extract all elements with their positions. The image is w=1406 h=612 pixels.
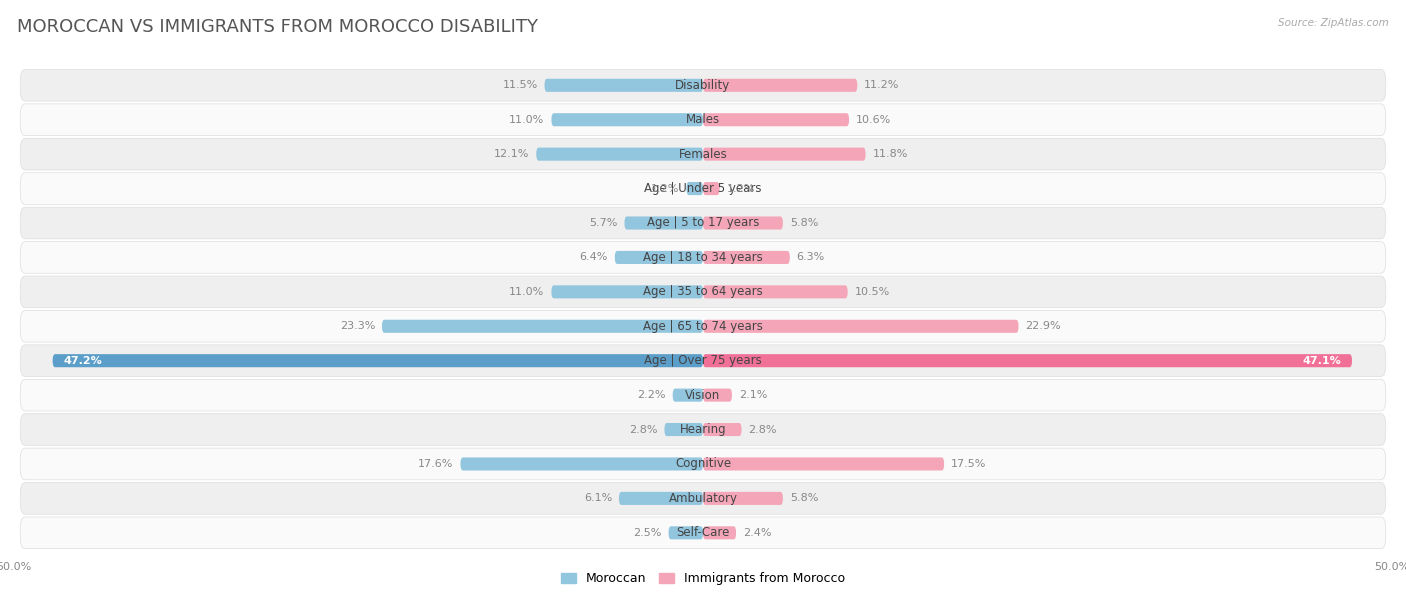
- Text: Age | 65 to 74 years: Age | 65 to 74 years: [643, 320, 763, 333]
- Text: Self-Care: Self-Care: [676, 526, 730, 539]
- Text: 22.9%: 22.9%: [1025, 321, 1062, 331]
- Text: 5.8%: 5.8%: [790, 218, 818, 228]
- FancyBboxPatch shape: [20, 242, 1386, 273]
- FancyBboxPatch shape: [703, 354, 1353, 367]
- Text: 2.4%: 2.4%: [742, 528, 772, 538]
- Text: Age | Under 5 years: Age | Under 5 years: [644, 182, 762, 195]
- Text: 10.5%: 10.5%: [855, 287, 890, 297]
- FancyBboxPatch shape: [672, 389, 703, 401]
- Text: Age | 35 to 64 years: Age | 35 to 64 years: [643, 285, 763, 298]
- FancyBboxPatch shape: [703, 389, 733, 401]
- Text: 47.1%: 47.1%: [1302, 356, 1341, 366]
- Text: 11.8%: 11.8%: [873, 149, 908, 159]
- FancyBboxPatch shape: [703, 319, 1018, 333]
- FancyBboxPatch shape: [20, 379, 1386, 411]
- Text: 47.2%: 47.2%: [63, 356, 103, 366]
- FancyBboxPatch shape: [536, 147, 703, 161]
- Text: 6.1%: 6.1%: [583, 493, 612, 504]
- FancyBboxPatch shape: [20, 517, 1386, 549]
- FancyBboxPatch shape: [624, 217, 703, 230]
- FancyBboxPatch shape: [665, 423, 703, 436]
- Text: 1.2%: 1.2%: [651, 184, 679, 193]
- FancyBboxPatch shape: [614, 251, 703, 264]
- FancyBboxPatch shape: [703, 526, 737, 539]
- Text: 2.8%: 2.8%: [748, 425, 778, 435]
- FancyBboxPatch shape: [703, 79, 858, 92]
- Text: 2.1%: 2.1%: [738, 390, 768, 400]
- Text: 11.0%: 11.0%: [509, 287, 544, 297]
- FancyBboxPatch shape: [461, 457, 703, 471]
- FancyBboxPatch shape: [544, 79, 703, 92]
- FancyBboxPatch shape: [20, 310, 1386, 342]
- FancyBboxPatch shape: [703, 217, 783, 230]
- Text: 23.3%: 23.3%: [340, 321, 375, 331]
- FancyBboxPatch shape: [20, 414, 1386, 446]
- FancyBboxPatch shape: [686, 182, 703, 195]
- Text: Ambulatory: Ambulatory: [668, 492, 738, 505]
- FancyBboxPatch shape: [20, 276, 1386, 308]
- FancyBboxPatch shape: [20, 482, 1386, 514]
- FancyBboxPatch shape: [20, 69, 1386, 101]
- FancyBboxPatch shape: [703, 182, 720, 195]
- Text: 11.5%: 11.5%: [502, 80, 537, 91]
- Text: 1.2%: 1.2%: [727, 184, 755, 193]
- Text: 2.2%: 2.2%: [637, 390, 666, 400]
- Text: 17.5%: 17.5%: [950, 459, 987, 469]
- Text: 5.8%: 5.8%: [790, 493, 818, 504]
- FancyBboxPatch shape: [20, 345, 1386, 376]
- Text: 6.3%: 6.3%: [797, 252, 825, 263]
- FancyBboxPatch shape: [619, 492, 703, 505]
- FancyBboxPatch shape: [703, 113, 849, 126]
- Text: 5.7%: 5.7%: [589, 218, 617, 228]
- Text: Age | Over 75 years: Age | Over 75 years: [644, 354, 762, 367]
- FancyBboxPatch shape: [20, 138, 1386, 170]
- Text: 2.8%: 2.8%: [628, 425, 658, 435]
- FancyBboxPatch shape: [551, 285, 703, 299]
- Text: Vision: Vision: [685, 389, 721, 401]
- Text: 11.2%: 11.2%: [865, 80, 900, 91]
- Text: 11.0%: 11.0%: [509, 114, 544, 125]
- FancyBboxPatch shape: [703, 423, 741, 436]
- FancyBboxPatch shape: [551, 113, 703, 126]
- Text: MOROCCAN VS IMMIGRANTS FROM MOROCCO DISABILITY: MOROCCAN VS IMMIGRANTS FROM MOROCCO DISA…: [17, 18, 538, 36]
- FancyBboxPatch shape: [20, 104, 1386, 135]
- Legend: Moroccan, Immigrants from Morocco: Moroccan, Immigrants from Morocco: [555, 567, 851, 591]
- Text: Cognitive: Cognitive: [675, 458, 731, 471]
- Text: 17.6%: 17.6%: [418, 459, 454, 469]
- Text: Hearing: Hearing: [679, 423, 727, 436]
- FancyBboxPatch shape: [52, 354, 703, 367]
- Text: 12.1%: 12.1%: [494, 149, 530, 159]
- FancyBboxPatch shape: [20, 173, 1386, 204]
- FancyBboxPatch shape: [703, 492, 783, 505]
- FancyBboxPatch shape: [20, 207, 1386, 239]
- FancyBboxPatch shape: [703, 285, 848, 299]
- Text: Males: Males: [686, 113, 720, 126]
- FancyBboxPatch shape: [20, 448, 1386, 480]
- FancyBboxPatch shape: [382, 319, 703, 333]
- Text: 2.5%: 2.5%: [633, 528, 662, 538]
- FancyBboxPatch shape: [703, 251, 790, 264]
- Text: Age | 18 to 34 years: Age | 18 to 34 years: [643, 251, 763, 264]
- FancyBboxPatch shape: [669, 526, 703, 539]
- Text: Age | 5 to 17 years: Age | 5 to 17 years: [647, 217, 759, 230]
- Text: 10.6%: 10.6%: [856, 114, 891, 125]
- Text: Source: ZipAtlas.com: Source: ZipAtlas.com: [1278, 18, 1389, 28]
- Text: Females: Females: [679, 147, 727, 160]
- FancyBboxPatch shape: [703, 457, 945, 471]
- Text: Disability: Disability: [675, 79, 731, 92]
- Text: 6.4%: 6.4%: [579, 252, 607, 263]
- FancyBboxPatch shape: [703, 147, 866, 161]
